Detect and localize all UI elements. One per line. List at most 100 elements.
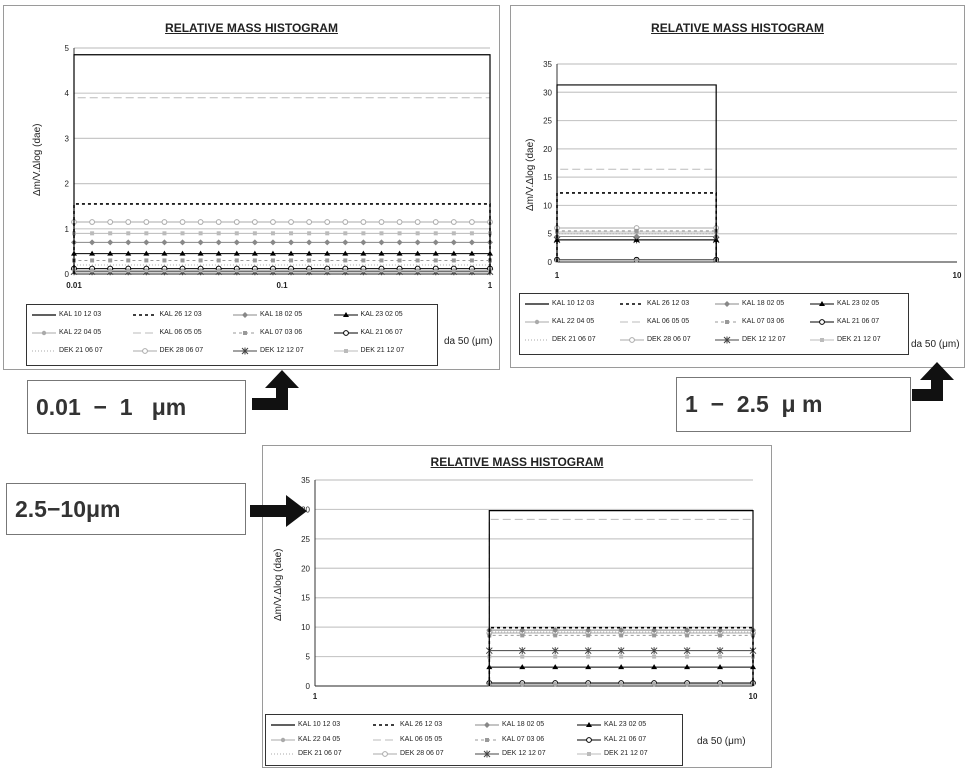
data-point [162, 231, 167, 236]
data-point [361, 268, 366, 273]
data-point [342, 219, 349, 225]
legend-label: KAL 22 04 05 [298, 735, 341, 743]
series-line [73, 97, 491, 274]
data-point [820, 338, 824, 342]
data-point [269, 250, 276, 256]
legend-label: KAL 18 02 05 [260, 311, 303, 318]
data-point [270, 219, 276, 225]
data-point [629, 337, 635, 343]
y-tick-label: 10 [543, 201, 552, 210]
data-point [519, 627, 526, 634]
y-tick-label: 15 [543, 173, 552, 182]
data-point [234, 231, 239, 236]
data-point [125, 239, 132, 246]
data-point [107, 268, 113, 273]
data-point [342, 239, 349, 246]
data-point [451, 231, 456, 236]
series-line [73, 203, 491, 274]
range-callout-text: 0.01 − 1 μm [36, 393, 187, 420]
legend-label: DEK 12 12 07 [260, 347, 304, 354]
data-point [520, 633, 525, 638]
legend-swatch [271, 724, 295, 726]
data-point [724, 301, 730, 307]
legend-swatch [233, 331, 257, 335]
data-point [684, 682, 690, 687]
y-tick-label: 15 [301, 594, 310, 603]
data-point [141, 348, 148, 354]
y-tick-label: 30 [543, 88, 552, 97]
legend-label: DEK 12 12 07 [742, 336, 786, 343]
legend-swatch [577, 752, 601, 757]
data-point [306, 250, 313, 256]
data-point [197, 239, 204, 246]
x-tick-label: 1 [555, 271, 560, 280]
data-point [415, 231, 420, 236]
data-point [270, 268, 276, 273]
data-point [89, 250, 96, 256]
data-point [342, 312, 349, 317]
data-point [485, 737, 489, 742]
data-point [451, 258, 456, 263]
data-point [469, 268, 475, 273]
data-point [251, 250, 258, 256]
data-point [41, 330, 47, 336]
legend-swatch [333, 312, 358, 317]
legend-label: KAL 18 02 05 [742, 300, 785, 307]
data-point [450, 250, 457, 256]
data-point [270, 231, 275, 236]
data-point [585, 664, 592, 670]
legend-swatch [271, 737, 295, 742]
chart-title: RELATIVE MASS HISTOGRAM [430, 455, 604, 469]
data-point [179, 239, 186, 246]
data-point [198, 258, 203, 263]
data-point [633, 233, 640, 240]
x-axis-label: da 50 (μm) [911, 339, 960, 350]
legend-swatch [715, 320, 739, 324]
data-point [483, 750, 491, 758]
data-point [180, 268, 185, 273]
legend-label: KAL 10 12 03 [298, 721, 341, 728]
legend-label: DEK 12 12 07 [502, 750, 546, 758]
data-point [414, 250, 421, 256]
y-axis-label: Δm/V.Δlog (dae) [32, 123, 43, 196]
legend-swatch [373, 739, 397, 741]
y-tick-label: 3 [65, 134, 70, 143]
series-line [556, 168, 717, 262]
data-point [307, 231, 312, 236]
data-point [144, 231, 149, 236]
data-point [242, 312, 248, 318]
y-tick-label: 2 [65, 180, 70, 189]
y-tick-label: 0 [548, 258, 553, 267]
legend-swatch [475, 750, 499, 758]
legend-swatch [132, 314, 157, 316]
data-point [162, 268, 167, 273]
data-point [144, 268, 149, 273]
data-point [634, 228, 639, 233]
legend-swatch [475, 722, 499, 728]
legend-swatch [373, 751, 397, 758]
series-step [73, 221, 491, 274]
legend-label: KAL 26 12 03 [159, 311, 202, 318]
data-point [618, 682, 624, 687]
series-line [71, 239, 493, 274]
x-tick-label: 10 [749, 692, 758, 701]
y-tick-label: 5 [65, 44, 70, 53]
legend-label: KAL 21 06 07 [360, 329, 403, 336]
series-step [488, 634, 754, 686]
data-point [585, 627, 592, 634]
range-callout-text: 1 − 2.5 μ m [685, 391, 823, 417]
data-point [518, 647, 526, 655]
data-point [233, 250, 240, 256]
data-point [652, 633, 657, 638]
data-point [252, 268, 258, 273]
data-point [651, 682, 657, 687]
data-point [652, 654, 657, 659]
data-point [651, 664, 658, 670]
data-point [468, 239, 475, 246]
legend-swatch [373, 724, 397, 726]
y-tick-label: 0 [306, 682, 311, 691]
legend-label: KAL 26 12 03 [647, 300, 690, 307]
legend-label: KAL 18 02 05 [502, 721, 545, 728]
data-point [585, 682, 591, 687]
data-point [468, 250, 475, 256]
